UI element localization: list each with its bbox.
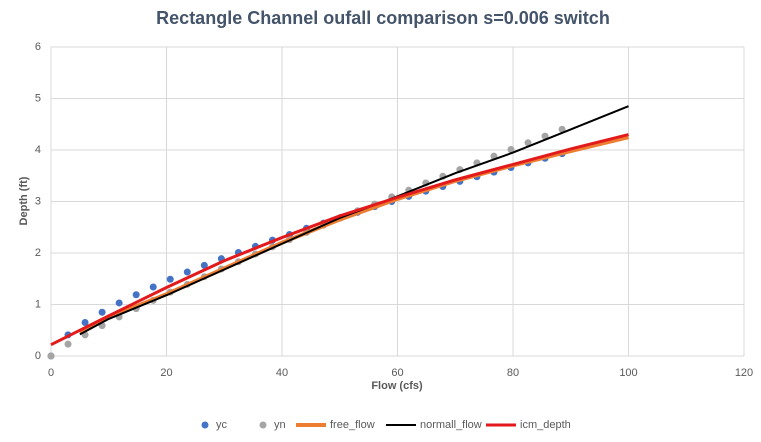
x-tick-label: 0 — [48, 367, 54, 379]
x-axis-title: Flow (cfs) — [371, 380, 423, 392]
y-tick-label: 0 — [35, 350, 41, 362]
data-point — [166, 275, 174, 283]
data-point — [149, 283, 157, 291]
data-line — [79, 105, 629, 336]
y-tick-label: 4 — [35, 144, 41, 156]
data-line — [50, 133, 629, 347]
x-tick-label: 120 — [735, 367, 753, 379]
legend-label: icm_depth — [520, 419, 571, 431]
chart-title: Rectangle Channel oufall comparison s=0.… — [156, 8, 610, 28]
y-axis-title: Depth (ft) — [18, 176, 30, 225]
legend-label: normall_flow — [420, 419, 482, 431]
x-tick-label: 100 — [619, 367, 637, 379]
x-tick-label: 20 — [160, 367, 172, 379]
data-point — [132, 291, 140, 299]
legend-label: free_flow — [330, 419, 375, 431]
y-tick-label: 2 — [35, 247, 41, 259]
y-tick-label: 5 — [35, 92, 41, 104]
data-point — [541, 132, 549, 140]
data-point — [183, 268, 191, 276]
legend-label: yc — [216, 419, 228, 431]
data-line — [78, 135, 629, 335]
x-tick-label: 60 — [391, 367, 403, 379]
y-tick-label: 6 — [35, 41, 41, 53]
x-tick-label: 40 — [276, 367, 288, 379]
data-point — [98, 308, 106, 316]
legend-marker — [201, 421, 209, 429]
data-point — [81, 319, 89, 327]
data-point — [200, 261, 208, 269]
legend-label: yn — [274, 419, 286, 431]
y-tick-label: 3 — [35, 195, 41, 207]
data-point — [507, 145, 515, 153]
legend-marker — [259, 421, 267, 429]
y-tick-label: 1 — [35, 298, 41, 310]
x-tick-label: 80 — [507, 367, 519, 379]
data-point — [64, 340, 72, 348]
data-point — [524, 139, 532, 147]
data-point — [47, 352, 55, 360]
data-point — [115, 299, 123, 307]
